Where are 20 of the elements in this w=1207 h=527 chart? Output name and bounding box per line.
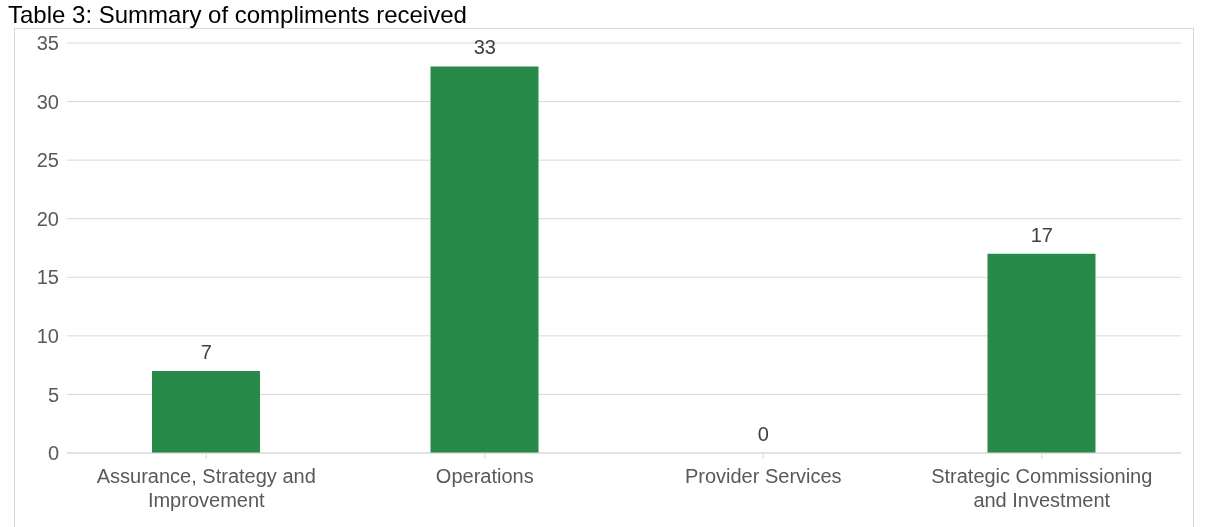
bar	[152, 371, 260, 453]
y-tick-label: 35	[36, 32, 59, 55]
data-label: 33	[473, 36, 496, 59]
chart-title: Table 3: Summary of compliments received	[8, 1, 468, 28]
x-tick-label: Provider Services	[684, 465, 842, 487]
y-tick-label: 10	[36, 324, 59, 347]
x-tick-label: Strategic Commissioning and Investment	[931, 465, 1153, 511]
data-label: 7	[200, 341, 212, 363]
y-tick-label: 30	[36, 90, 59, 113]
data-label: 17	[1030, 223, 1053, 246]
x-tick-label: Operations	[435, 465, 534, 487]
y-tick-label: 25	[36, 149, 59, 172]
y-tick-label: 0	[47, 442, 59, 465]
y-tick-label: 5	[47, 383, 59, 406]
y-tick-label: 20	[36, 207, 59, 230]
x-tick-label: Assurance, Strategy and Improvement	[96, 465, 316, 511]
data-label: 0	[757, 423, 769, 445]
bar	[987, 253, 1096, 453]
bar	[430, 66, 539, 453]
y-tick-label: 15	[36, 266, 59, 289]
